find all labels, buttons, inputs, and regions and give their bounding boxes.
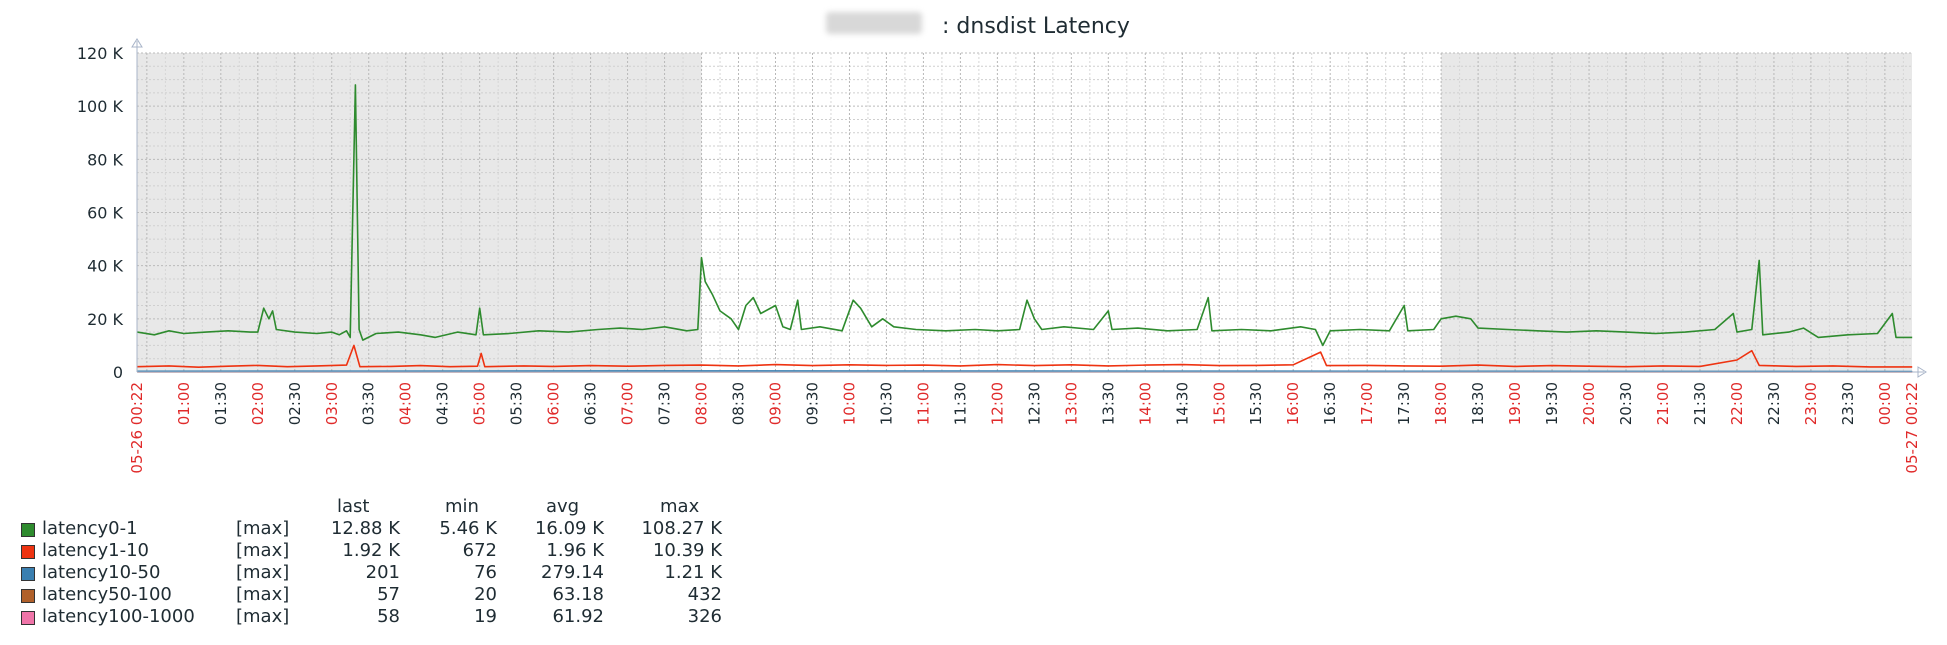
- y-tick-label: 0: [113, 363, 123, 382]
- x-tick-label: 05:30: [508, 382, 526, 425]
- x-tick-label: 01:30: [212, 382, 230, 425]
- shaded-period: [137, 53, 702, 372]
- x-tick-label: 03:30: [360, 382, 378, 425]
- x-axis-arrow: [1917, 366, 1927, 378]
- title-host-redacted: [826, 12, 922, 34]
- y-axis-arrow: [131, 38, 143, 48]
- y-tick-label: 20 K: [87, 310, 123, 329]
- x-tick-label: 16:00: [1284, 382, 1302, 425]
- x-tick-label: 00:00: [1876, 382, 1894, 425]
- x-tick-label: 12:30: [1025, 382, 1043, 425]
- x-tick-label: 23:30: [1839, 382, 1857, 425]
- x-tick-label: 11:30: [951, 382, 969, 425]
- y-tick-label: 40 K: [87, 257, 123, 276]
- x-tick-label: 17:30: [1395, 382, 1413, 425]
- x-tick-label: 02:00: [249, 382, 267, 425]
- x-tick-label: 22:30: [1765, 382, 1783, 425]
- x-tick-label: 10:00: [840, 382, 858, 425]
- x-tick-label: 14:30: [1173, 382, 1191, 425]
- x-tick-label: 08:30: [730, 382, 748, 425]
- x-tick-label: 03:00: [323, 382, 341, 425]
- x-tick-label: 04:30: [434, 382, 452, 425]
- series-line-latency1-10: [137, 344, 1913, 368]
- series-line-latency0-1: [137, 84, 1913, 347]
- y-tick-label: 60 K: [87, 204, 123, 223]
- x-tick-label: 06:00: [545, 382, 563, 425]
- x-tick-label: 23:00: [1802, 382, 1820, 425]
- x-tick-label: 15:00: [1210, 382, 1228, 425]
- x-tick-label: 21:00: [1654, 382, 1672, 425]
- x-tick-label: 13:00: [1062, 382, 1080, 425]
- x-tick-label: 19:00: [1506, 382, 1524, 425]
- x-tick-label: 08:00: [693, 382, 711, 425]
- x-tick-label: 22:00: [1728, 382, 1746, 425]
- x-tick-label: 20:30: [1617, 382, 1635, 425]
- series-line-latency10-50: [137, 370, 1913, 373]
- x-tick-label: 13:30: [1099, 382, 1117, 425]
- x-tick-label: 14:00: [1136, 382, 1154, 425]
- x-tick-label: 09:30: [803, 382, 821, 425]
- x-tick-label: 05-26 00:22: [128, 382, 146, 474]
- x-tick-label: 15:30: [1247, 382, 1265, 425]
- x-tick-label: 06:30: [582, 382, 600, 425]
- chart-title: : dnsdist Latency: [942, 14, 1130, 39]
- x-tick-label: 12:00: [988, 382, 1006, 425]
- x-tick-label: 18:30: [1469, 382, 1487, 425]
- x-tick-label: 09:00: [767, 382, 785, 425]
- x-tick-label: 16:30: [1321, 382, 1339, 425]
- y-tick-label: 100 K: [77, 97, 124, 116]
- x-tick-label: 10:30: [877, 382, 895, 425]
- x-tick-label: 07:00: [619, 382, 637, 425]
- x-tick-label: 07:30: [656, 382, 674, 425]
- x-tick-label: 01:00: [175, 382, 193, 425]
- y-tick-label: 120 K: [77, 44, 124, 63]
- x-tick-label: 17:00: [1358, 382, 1376, 425]
- x-tick-label: 20:00: [1580, 382, 1598, 425]
- x-tick-label: 18:00: [1432, 382, 1450, 425]
- x-tick-label: 11:00: [914, 382, 932, 425]
- y-tick-label: 80 K: [87, 150, 123, 169]
- x-tick-label: 02:30: [286, 382, 304, 425]
- x-tick-label: 19:30: [1543, 382, 1561, 425]
- x-tick-label: 05-27 00:22: [1903, 382, 1921, 474]
- x-tick-label: 21:30: [1691, 382, 1709, 425]
- x-tick-label: 05:00: [471, 382, 489, 425]
- x-tick-label: 04:00: [397, 382, 415, 425]
